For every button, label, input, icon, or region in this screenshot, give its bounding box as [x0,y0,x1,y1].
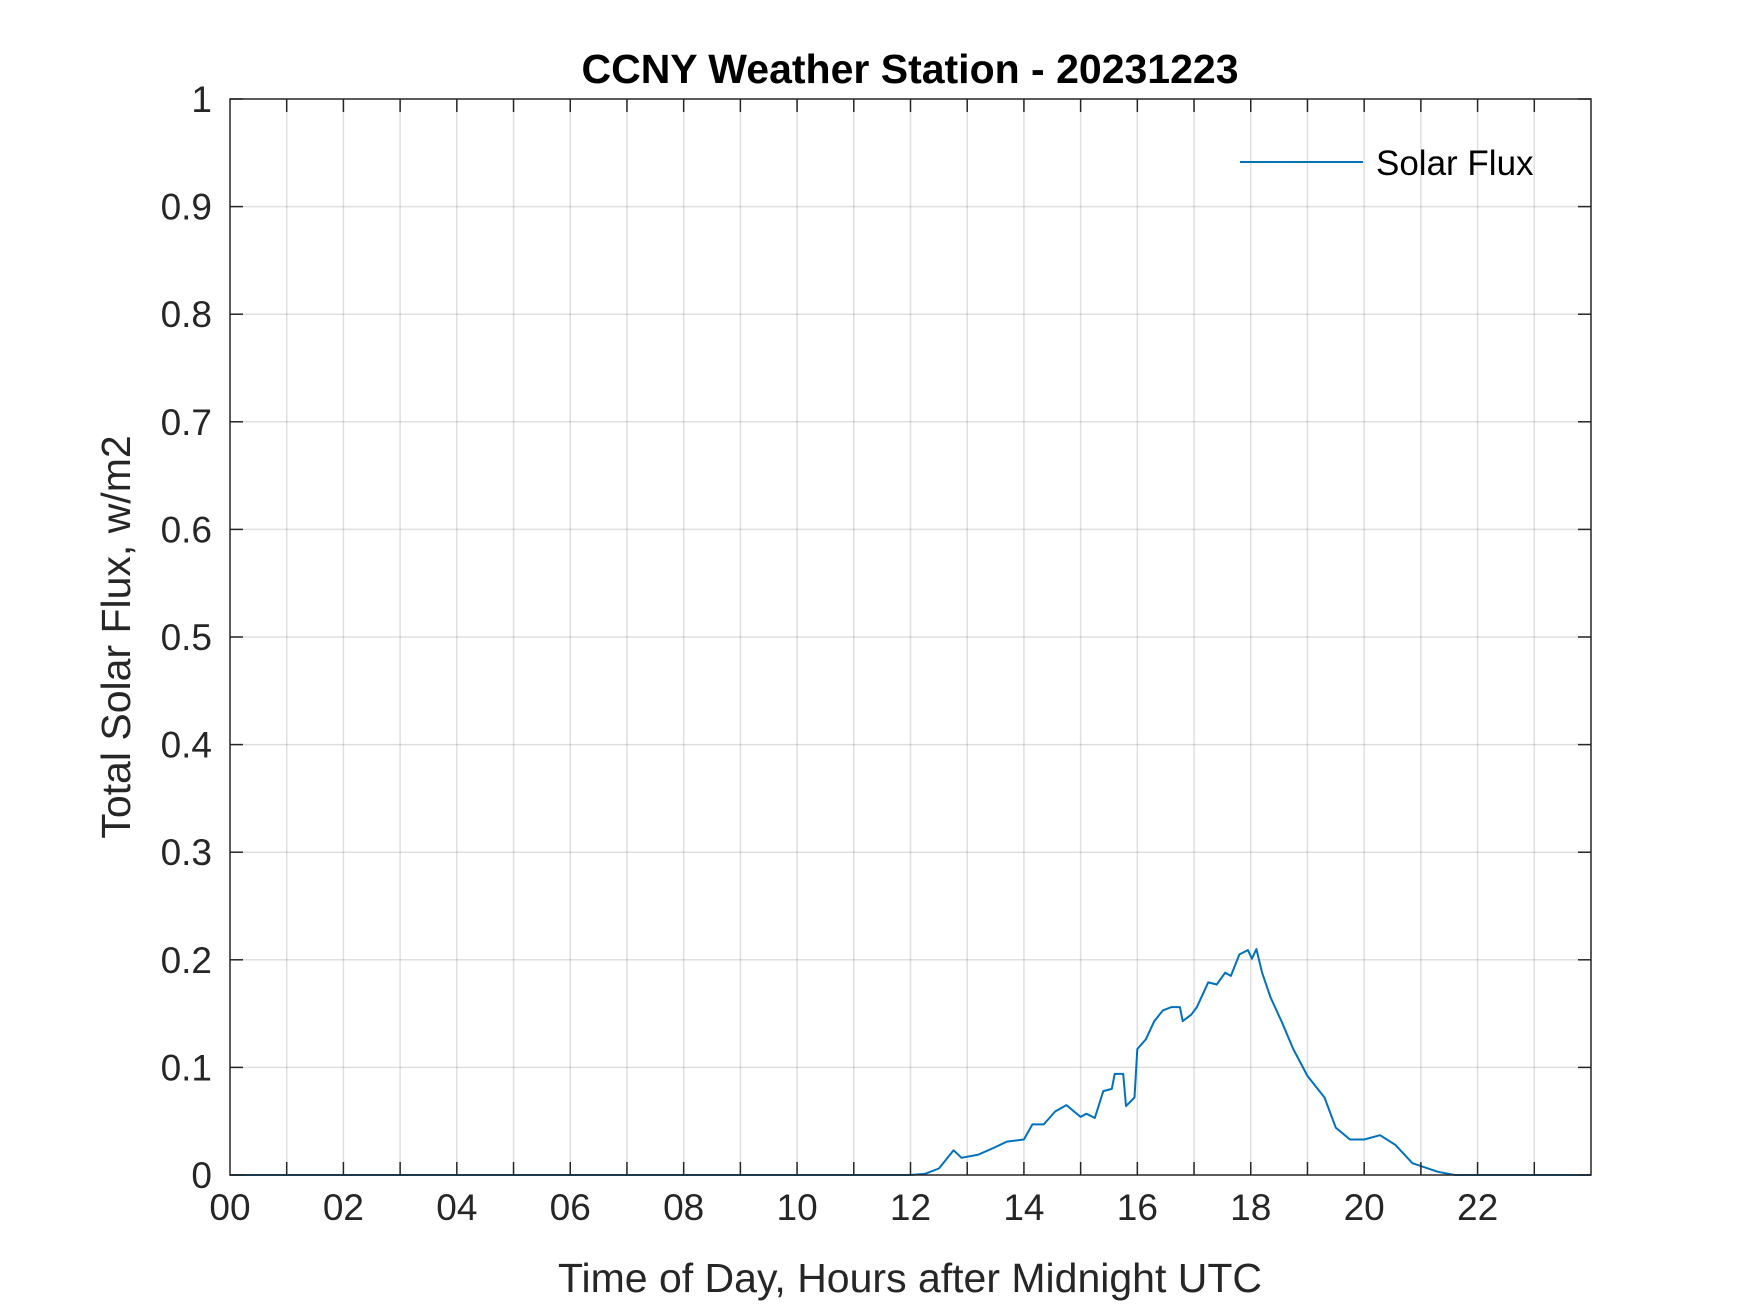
x-tick-label: 18 [1230,1187,1271,1228]
x-axis-label: Time of Day, Hours after Midnight UTC [558,1255,1262,1301]
y-axis-label: Total Solar Flux, w/m2 [93,435,139,838]
x-tick-label: 10 [777,1187,818,1228]
x-tick-label: 14 [1003,1187,1044,1228]
y-tick-label: 0.7 [161,402,212,443]
series-line-solar-flux [230,948,1591,1176]
y-tick-label: 0.2 [161,940,212,981]
x-tick-label: 04 [436,1187,477,1228]
plot-area [230,99,1591,1175]
y-tick-label: 0.6 [161,509,212,550]
y-tick-label: 0.4 [161,725,212,766]
x-tick-label: 20 [1344,1187,1385,1228]
x-tick-label: 00 [209,1187,250,1228]
y-tick-label: 1 [191,79,212,120]
legend: Solar Flux [1240,144,1534,183]
y-tick-label: 0.9 [161,187,212,228]
x-tick-label: 16 [1117,1187,1158,1228]
series-layer [230,948,1591,1176]
legend-label-solar-flux: Solar Flux [1376,144,1534,183]
y-tick-label: 0.5 [161,617,212,658]
chart-title: CCNY Weather Station - 20231223 [581,46,1238,92]
y-tick-label: 0.1 [161,1047,212,1088]
x-tick-label: 22 [1457,1187,1498,1228]
y-tick-label: 0 [191,1155,212,1196]
grid [230,99,1591,1175]
x-tick-label: 12 [890,1187,931,1228]
x-tick-label: 02 [323,1187,364,1228]
x-tick-label: 06 [550,1187,591,1228]
y-tick-label: 0.3 [161,832,212,873]
x-tick-label: 08 [663,1187,704,1228]
ticks: 00 02 04 06 08 10 12 14 16 18 20 22 0 0.1 0.2 0.3 0.4 0.5… [161,79,1591,1228]
y-tick-label: 0.8 [161,294,212,335]
